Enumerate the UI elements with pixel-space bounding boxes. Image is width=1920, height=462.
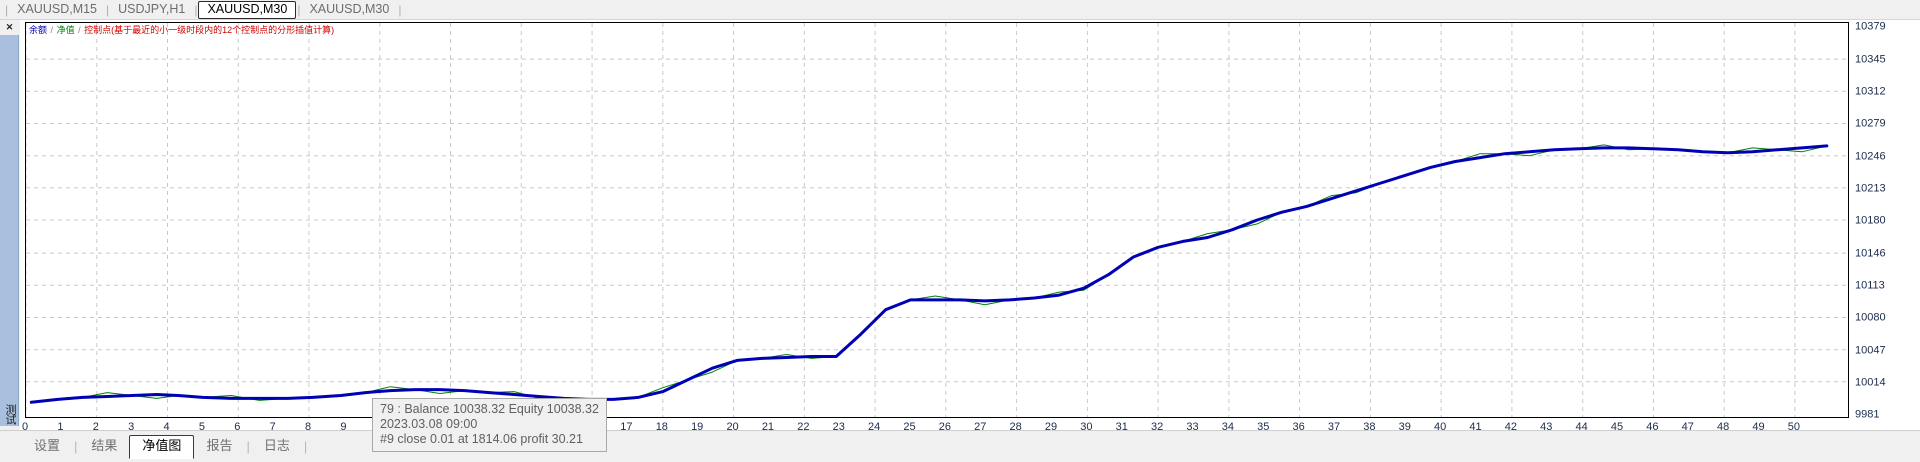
x-axis-tick-9: 9 <box>340 421 347 433</box>
legend-separator-2: / <box>78 25 81 35</box>
tester-tab-settings[interactable]: 设置 <box>34 438 61 453</box>
x-axis-tick-3: 3 <box>128 421 135 433</box>
tester-tab-report[interactable]: 报告 <box>206 438 233 453</box>
y-axis-tick-10047: 10047 <box>1855 344 1886 357</box>
y-axis-tick-10080: 10080 <box>1855 311 1886 324</box>
chart-tab-xauusd-m30-active[interactable]: XAUUSD,M30 <box>198 0 297 19</box>
x-axis-tick-6: 6 <box>234 421 241 433</box>
y-axis-tick-10146: 10146 <box>1855 247 1886 260</box>
close-icon[interactable]: ✕ <box>0 20 19 35</box>
y-axis-tick-10279: 10279 <box>1855 117 1886 130</box>
data-point-tooltip: 79 : Balance 10038.32 Equity 10038.32 20… <box>372 398 607 452</box>
bottom-tab-separator-2: | <box>303 439 308 454</box>
x-axis-tick-5: 5 <box>198 421 205 433</box>
tester-panel-title: 测试 <box>4 404 16 424</box>
y-axis-tick-10312: 10312 <box>1855 85 1886 98</box>
y-axis-tick-10379: 10379 <box>1855 20 1886 33</box>
chart-tab-usdjpy-h1[interactable]: USDJPY,H1 <box>118 1 186 16</box>
y-axis-tick-10246: 10246 <box>1855 150 1886 163</box>
x-axis-tick-0: 0 <box>21 421 29 433</box>
y-axis-labels: 10379 10345 10312 10279 10246 10213 10180 10146… <box>1851 20 1915 421</box>
x-axis-tick-1: 1 <box>57 421 64 433</box>
bottom-tab-separator-0: | <box>74 439 78 454</box>
y-axis-tick-10180: 10180 <box>1855 214 1886 227</box>
tooltip-line-balance: 79 : Balance 10038.32 Equity 10038.32 <box>380 402 599 416</box>
y-axis-tick-10014: 10014 <box>1855 376 1886 389</box>
tooltip-line-order: #9 close 0.01 at 1814.06 profit 30.21 <box>380 432 583 446</box>
legend-separator-1: / <box>50 25 54 35</box>
tester-tab-results[interactable]: 结果 <box>91 438 118 453</box>
tab-separator-0: | <box>5 2 9 17</box>
equity-curve-svg <box>26 23 1848 417</box>
x-axis-tick-2: 2 <box>92 421 99 433</box>
tooltip-line-datetime: 2023.03.08 09:00 <box>380 417 478 431</box>
bottom-tab-separator-1: | <box>246 439 250 454</box>
y-axis-tick-10213: 10213 <box>1855 182 1886 195</box>
tab-separator-3: | <box>297 2 301 17</box>
chart-tab-strip: | XAUUSD,M15 | USDJPY,H1 | XAUUSD,M30 | … <box>0 0 1920 20</box>
legend-control-points-label: 控制点(基于最近的小一级时段内的12个控制点的分形插值计算) <box>84 25 335 35</box>
tester-tab-graph[interactable]: 净值图 <box>129 434 195 459</box>
equity-chart: 余额 / 净值 / 控制点(基于最近的小一级时段内的12个控制点的分形插值计算)… <box>20 20 1920 452</box>
y-axis-tick-10345: 10345 <box>1855 53 1886 66</box>
tab-separator-1: | <box>106 2 110 17</box>
tester-tab-bar: 设置 | 结果 净值图 报告 | 日志 | <box>0 430 1920 462</box>
tab-separator-4: | <box>398 2 402 17</box>
tester-tab-journal[interactable]: 日志 <box>263 438 290 453</box>
chart-legend: 余额 / 净值 / 控制点(基于最近的小一级时段内的12个控制点的分形插值计算) <box>29 25 334 35</box>
x-axis-tick-4: 4 <box>163 421 170 433</box>
x-axis-tick-8: 8 <box>304 421 312 433</box>
y-axis-tick-9981: 9981 <box>1855 408 1880 421</box>
tester-sidebar: ✕ 测试 <box>0 20 19 462</box>
chart-tab-xauusd-m15[interactable]: XAUUSD,M15 <box>17 1 98 16</box>
chart-tab-xauusd-m30[interactable]: XAUUSD,M30 <box>309 1 390 16</box>
y-axis-tick-10113: 10113 <box>1855 279 1885 292</box>
legend-balance-label: 余额 <box>29 25 48 35</box>
x-axis-tick-7: 7 <box>269 421 276 433</box>
tab-separator-2: | <box>194 2 198 17</box>
legend-equity-label: 净值 <box>56 25 75 35</box>
plot-area[interactable]: 余额 / 净值 / 控制点(基于最近的小一级时段内的12个控制点的分形插值计算) <box>25 22 1849 418</box>
